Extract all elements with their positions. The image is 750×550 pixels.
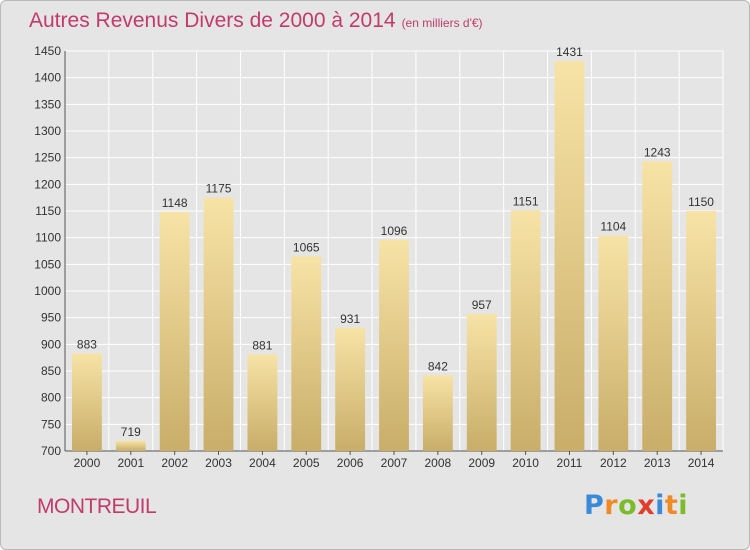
y-tick-label: 1400 xyxy=(34,71,61,85)
data-labels: 883 719 1148 1175 881 1065 931 1096 842 957 1151 14… xyxy=(77,45,714,439)
x-tick-label: 2009 xyxy=(468,456,495,470)
bar-2013 xyxy=(642,161,673,451)
data-label-2001: 719 xyxy=(121,425,141,439)
data-label-2005: 1065 xyxy=(293,240,320,254)
data-label-2013: 1243 xyxy=(644,145,671,159)
x-tick-label: 2014 xyxy=(688,456,715,470)
y-tick-label: 950 xyxy=(41,311,61,325)
bar-2007 xyxy=(379,239,409,451)
bar-2001 xyxy=(115,440,146,451)
y-tick-label: 1100 xyxy=(35,231,61,245)
x-tick-label: 2003 xyxy=(205,456,232,470)
bar-2014 xyxy=(686,211,716,451)
data-label-2004: 881 xyxy=(252,338,272,352)
x-tick-label: 2012 xyxy=(600,456,627,470)
data-label-2014: 1150 xyxy=(688,195,714,209)
y-tick-label: 1000 xyxy=(34,284,61,298)
bar-2009 xyxy=(466,313,497,451)
x-tick-label: 2001 xyxy=(117,456,144,470)
bar-2011 xyxy=(554,61,585,452)
y-tick-label: 1200 xyxy=(34,177,61,191)
x-tick-label: 2008 xyxy=(425,456,452,470)
y-tick-labels: 700 750 800 850 900 950 1000 1050 1100 1150 1200 12… xyxy=(34,44,61,458)
data-label-2003: 1175 xyxy=(206,182,232,196)
logo-letter: r xyxy=(604,490,619,521)
data-label-2008: 842 xyxy=(428,359,448,373)
y-tick-label: 850 xyxy=(41,364,61,378)
y-tick-label: 800 xyxy=(41,391,61,405)
x-tick-label: 2011 xyxy=(557,456,583,470)
bar-2010 xyxy=(510,210,541,451)
y-tick-label: 1300 xyxy=(34,124,61,138)
bars xyxy=(72,61,716,452)
bar-2004 xyxy=(247,354,278,451)
y-tick-label: 1150 xyxy=(35,204,61,218)
data-label-2011: 1431 xyxy=(556,45,583,59)
bar-2002 xyxy=(159,212,190,451)
x-tick-label: 2005 xyxy=(293,456,320,470)
y-tick-label: 700 xyxy=(41,444,61,458)
logo-letter: x xyxy=(637,490,656,521)
place-name: MONTREUIL xyxy=(37,495,157,518)
y-tick-label: 1350 xyxy=(34,97,61,111)
data-label-2006: 931 xyxy=(340,312,360,326)
y-tick-label: 1250 xyxy=(34,151,61,165)
logo-letter: o xyxy=(618,490,638,521)
data-label-2012: 1104 xyxy=(600,220,626,234)
logo-letter: i xyxy=(678,490,689,521)
logo-letter: i xyxy=(655,490,665,521)
bar-2012 xyxy=(598,235,629,451)
y-tick-label: 1450 xyxy=(34,44,61,58)
bar-2003 xyxy=(203,197,234,451)
chart-title-unit: (en milliers d'€) xyxy=(401,16,483,30)
chart-title-main: Autres Revenus Divers de 2000 à 2014 xyxy=(29,9,396,32)
bar-2008 xyxy=(422,375,453,451)
data-label-2000: 883 xyxy=(77,337,97,351)
logo-letter: P xyxy=(584,490,605,521)
data-label-2007: 1096 xyxy=(381,224,408,238)
logo-letter: t xyxy=(664,490,679,521)
x-tick-label: 2013 xyxy=(644,456,671,470)
x-tick-label: 2004 xyxy=(249,456,276,470)
x-tick-label: 2000 xyxy=(74,456,101,470)
y-tick-label: 750 xyxy=(41,417,61,431)
data-label-2010: 1151 xyxy=(513,194,539,208)
y-tick-label: 900 xyxy=(41,337,61,351)
data-label-2002: 1148 xyxy=(162,196,188,210)
bar-2005 xyxy=(291,256,322,451)
x-tick-label: 2002 xyxy=(161,456,188,470)
x-tick-labels: 2000 2001 2002 2003 2004 2005 2006 2007 2008 2009… xyxy=(74,456,715,470)
bar-2006 xyxy=(335,327,366,451)
proxiti-logo: Proxiti xyxy=(584,490,688,521)
data-label-2009: 957 xyxy=(472,298,492,312)
bar-2000 xyxy=(72,353,102,451)
x-tick-label: 2006 xyxy=(337,456,364,470)
x-tick-label: 2007 xyxy=(381,456,408,470)
y-tick-label: 1050 xyxy=(34,257,61,271)
x-tick-label: 2010 xyxy=(512,456,539,470)
chart-title: Autres Revenus Divers de 2000 à 2014 (en … xyxy=(29,9,483,33)
